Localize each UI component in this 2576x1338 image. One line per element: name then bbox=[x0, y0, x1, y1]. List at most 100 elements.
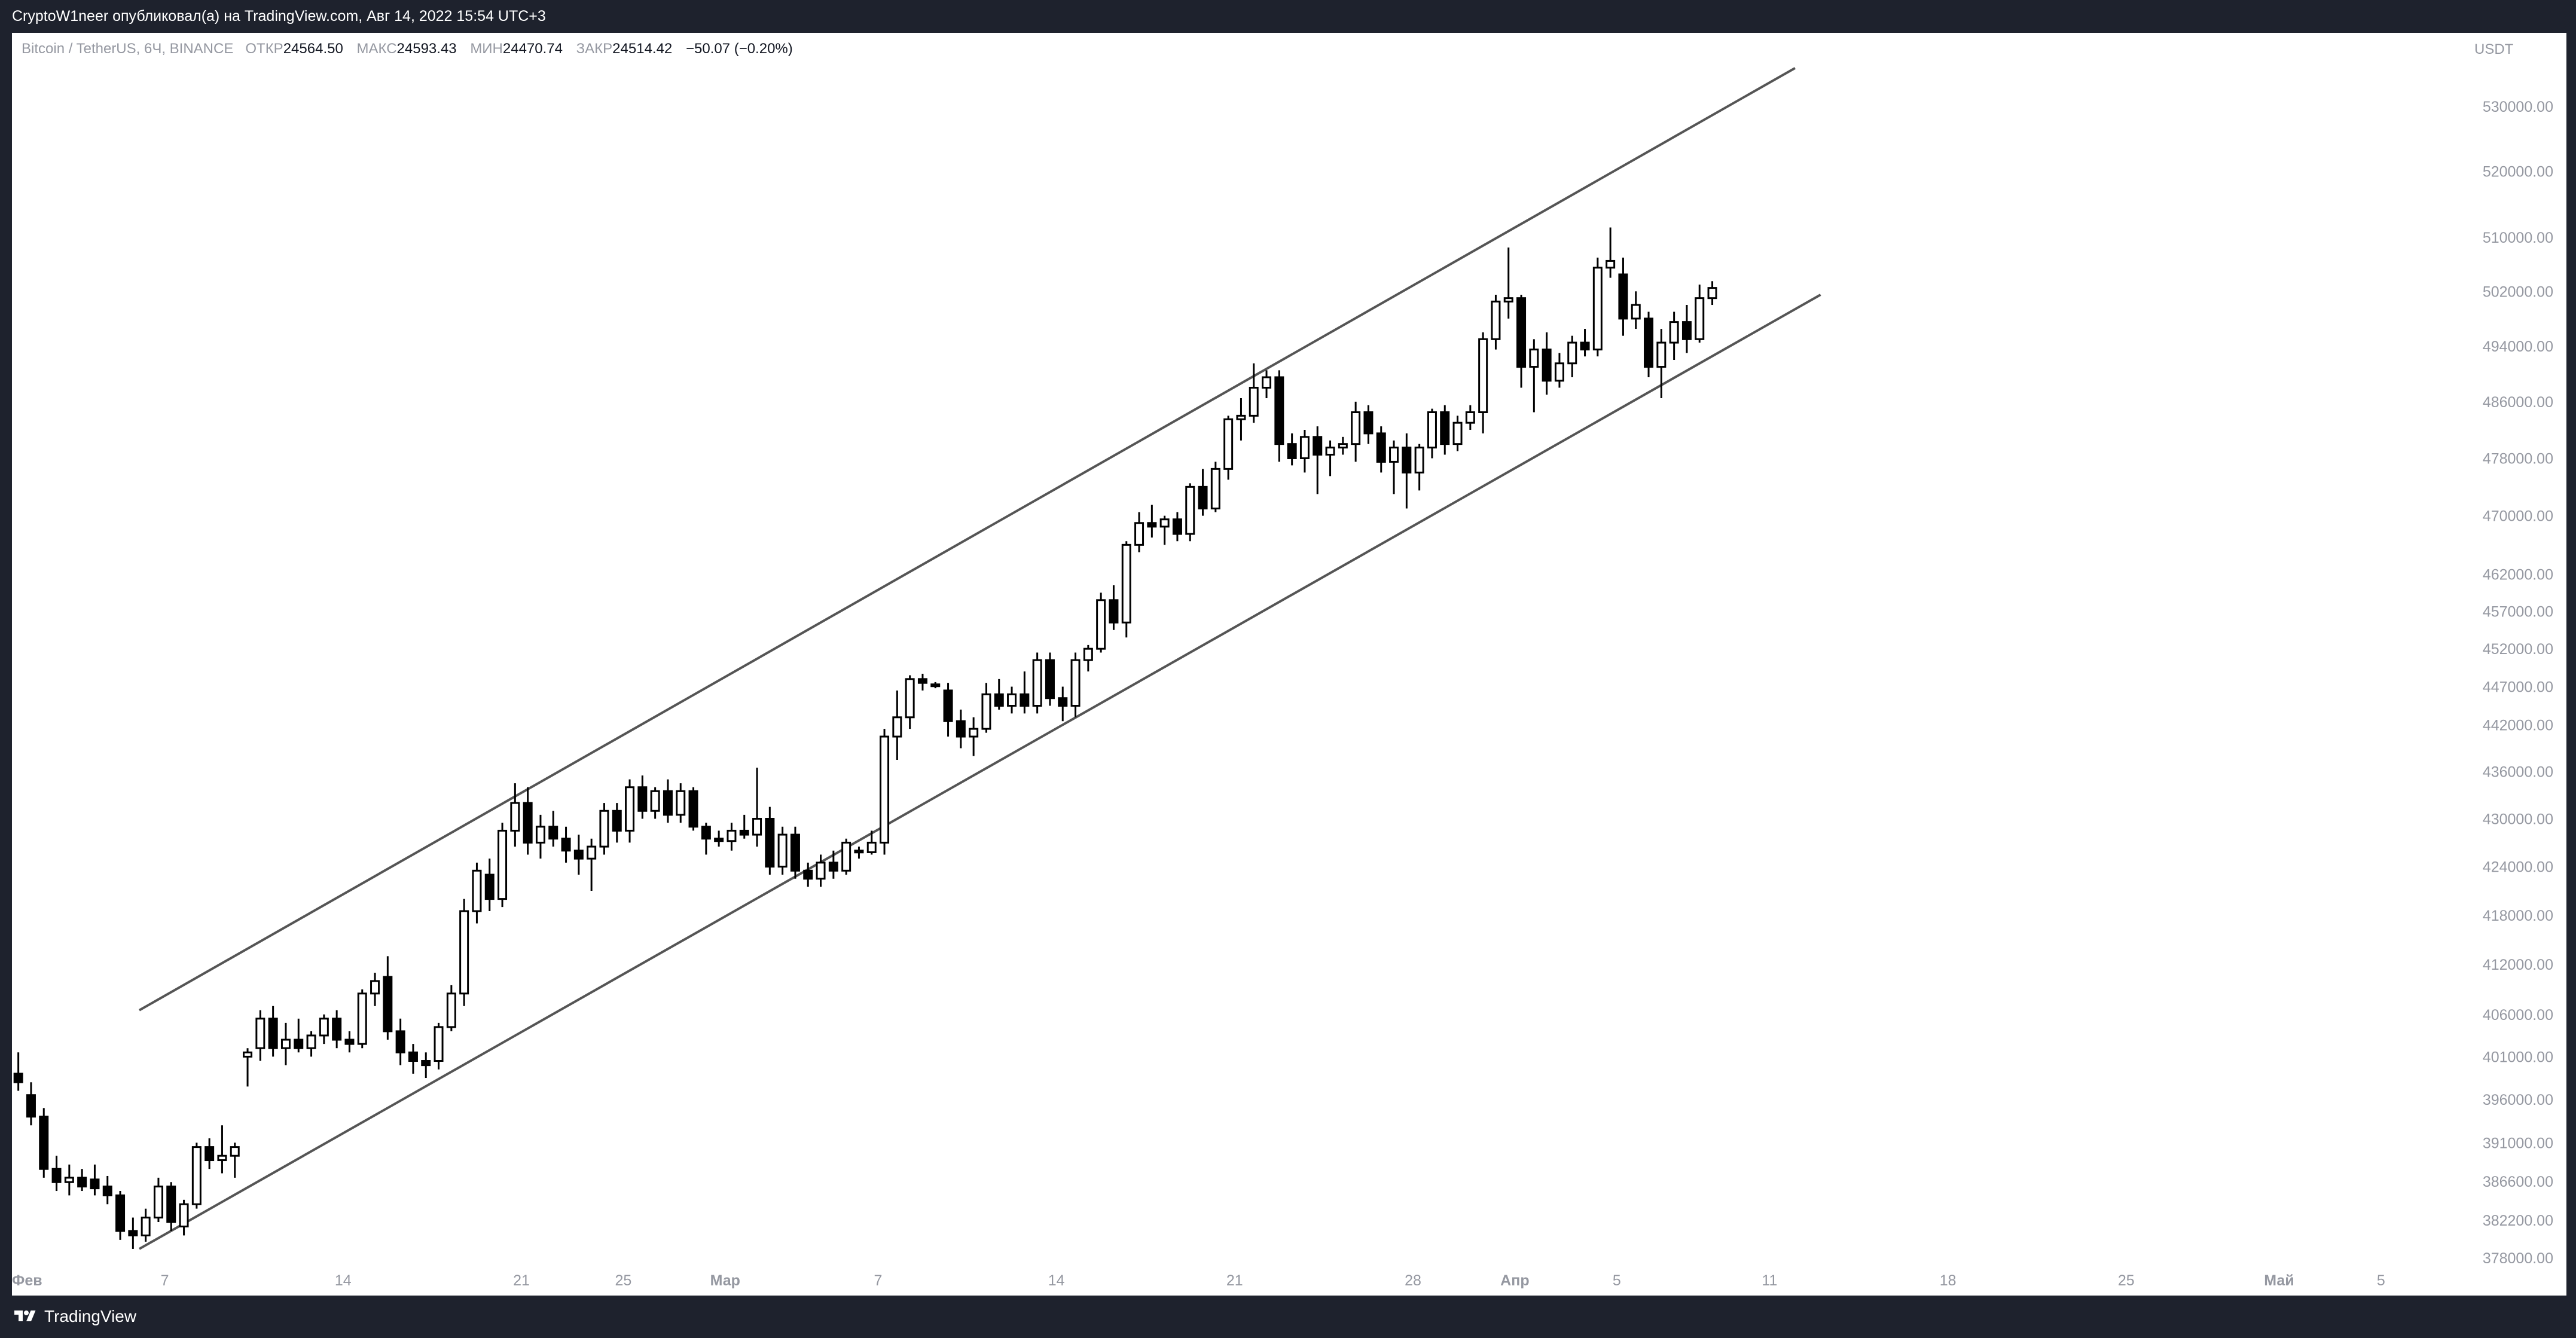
candle-body-up bbox=[752, 818, 762, 836]
candle-body-up bbox=[1478, 338, 1488, 413]
candle-body-up bbox=[1083, 647, 1093, 661]
candle-body-down bbox=[1618, 273, 1628, 320]
candle-body-up bbox=[892, 716, 902, 738]
y-axis-tick-label: 378000.00 bbox=[2483, 1250, 2553, 1267]
candle-body-up bbox=[676, 790, 686, 816]
candle-body-down bbox=[205, 1146, 215, 1162]
x-axis-tick-label: 11 bbox=[1762, 1272, 1777, 1289]
y-axis-tick-label: 520000.00 bbox=[2483, 164, 2553, 181]
candle-body-down bbox=[166, 1186, 176, 1223]
candle-body-up bbox=[153, 1186, 163, 1219]
close-value: 24514.42 bbox=[612, 41, 673, 57]
candle-body-up bbox=[510, 802, 520, 832]
y-axis-tick-label: 391000.00 bbox=[2483, 1135, 2553, 1151]
candle-body-up bbox=[472, 869, 482, 912]
candle-body-up bbox=[1070, 659, 1081, 707]
candle-body-down bbox=[115, 1194, 126, 1232]
candle-body-down bbox=[1147, 522, 1157, 528]
candle-body-up bbox=[1096, 599, 1106, 650]
candle-body-down bbox=[803, 869, 813, 880]
candle-body-down bbox=[1274, 376, 1284, 445]
candle-body-down bbox=[765, 818, 775, 868]
candle-body-up bbox=[841, 841, 851, 872]
candle-body-up bbox=[1262, 376, 1272, 389]
candle-body-down bbox=[1287, 443, 1297, 459]
y-axis-tick-label: 406000.00 bbox=[2483, 1007, 2553, 1024]
candle-body-down bbox=[828, 862, 838, 872]
y-axis-tick-label: 470000.00 bbox=[2483, 508, 2553, 525]
candle-body-down bbox=[688, 790, 698, 828]
candle-body-up bbox=[1465, 411, 1475, 424]
high-value: 24593.43 bbox=[396, 41, 457, 57]
high-label: МАКС bbox=[356, 41, 397, 57]
candle-body-down bbox=[1580, 341, 1590, 351]
candle-body-down bbox=[701, 826, 711, 840]
y-axis-tick-label: 457000.00 bbox=[2483, 603, 2553, 620]
candle-body-up bbox=[280, 1038, 291, 1049]
chart-area[interactable] bbox=[12, 33, 2566, 1296]
candle-body-up bbox=[599, 809, 609, 848]
x-axis-tick-label: 5 bbox=[1613, 1272, 1621, 1289]
candle-body-down bbox=[1313, 436, 1323, 456]
candle-body-up bbox=[1592, 267, 1603, 351]
currency-label: USDT bbox=[2474, 41, 2514, 57]
y-axis-tick-label: 530000.00 bbox=[2483, 99, 2553, 115]
candle-body-up bbox=[243, 1051, 253, 1058]
candle-body-up bbox=[1529, 349, 1539, 368]
y-axis-tick-label: 462000.00 bbox=[2483, 566, 2553, 583]
candle-body-up bbox=[1503, 297, 1513, 303]
candle-body-up bbox=[1223, 418, 1234, 470]
candle-body-down bbox=[994, 693, 1004, 707]
candle-body-down bbox=[1644, 317, 1654, 368]
candle-body-down bbox=[421, 1060, 431, 1067]
y-axis-tick-label: 436000.00 bbox=[2483, 764, 2553, 781]
candle-body-down bbox=[1020, 693, 1030, 707]
low-label: МИН bbox=[470, 41, 503, 57]
x-axis-tick-label: 7 bbox=[161, 1272, 169, 1289]
candle-body-up bbox=[1299, 436, 1310, 459]
candle-body-up bbox=[1236, 414, 1246, 420]
candle-body-up bbox=[141, 1217, 151, 1236]
symbol-name[interactable]: Bitcoin / TetherUS, 6Ч, BINANCE bbox=[22, 41, 234, 57]
candle-body-down bbox=[13, 1073, 23, 1083]
candle-body-up bbox=[498, 829, 508, 900]
x-axis-tick-label: 21 bbox=[513, 1272, 530, 1289]
x-axis-tick-label: 18 bbox=[1940, 1272, 1957, 1289]
candle-body-down bbox=[1440, 411, 1450, 445]
publisher-text: CryptoW1neer опубликовал(а) на TradingVi… bbox=[12, 8, 546, 25]
candle-body-up bbox=[816, 862, 826, 880]
change-value: −50.07 (−0.20%) bbox=[685, 41, 793, 57]
candle-body-up bbox=[1032, 659, 1042, 707]
y-axis-tick-label: 494000.00 bbox=[2483, 338, 2553, 355]
y-axis-tick-label: 401000.00 bbox=[2483, 1049, 2553, 1065]
candle-body-up bbox=[446, 992, 456, 1028]
candle-body-down bbox=[1376, 432, 1386, 463]
candle-body-down bbox=[1542, 349, 1552, 382]
x-axis-tick-label: Май bbox=[2264, 1272, 2294, 1289]
candle-body-up bbox=[306, 1034, 316, 1049]
candle-body-up bbox=[459, 910, 469, 995]
candle-body-up bbox=[1427, 411, 1437, 449]
y-axis-tick-label: 430000.00 bbox=[2483, 811, 2553, 828]
symbol-legend: Bitcoin / TetherUS, 6Ч, BINANCE ОТКР2456… bbox=[22, 41, 793, 57]
x-axis-tick-label: 14 bbox=[1048, 1272, 1065, 1289]
candle-body-down bbox=[408, 1051, 418, 1062]
candle-body-down bbox=[739, 829, 749, 836]
candle-body-down bbox=[561, 838, 571, 852]
channel-lower-line[interactable] bbox=[139, 294, 1821, 1250]
y-axis-tick-label: 382200.00 bbox=[2483, 1212, 2553, 1229]
candle-body-up bbox=[191, 1146, 202, 1205]
candle-body-down bbox=[102, 1186, 112, 1196]
close-label: ЗАКР bbox=[576, 41, 613, 57]
candle-body-down bbox=[1058, 697, 1068, 707]
candle-body-down bbox=[1402, 447, 1412, 474]
candle-body-up bbox=[1210, 468, 1220, 510]
candle-body-down bbox=[612, 809, 622, 832]
channel-upper-line[interactable] bbox=[139, 67, 1796, 1012]
candle-body-up bbox=[1121, 543, 1131, 624]
tradingview-logo[interactable]: TradingView bbox=[12, 1306, 136, 1327]
candle-body-down bbox=[1172, 518, 1182, 535]
x-axis-tick-label: Апр bbox=[1500, 1272, 1529, 1289]
candle-body-up bbox=[587, 845, 597, 860]
